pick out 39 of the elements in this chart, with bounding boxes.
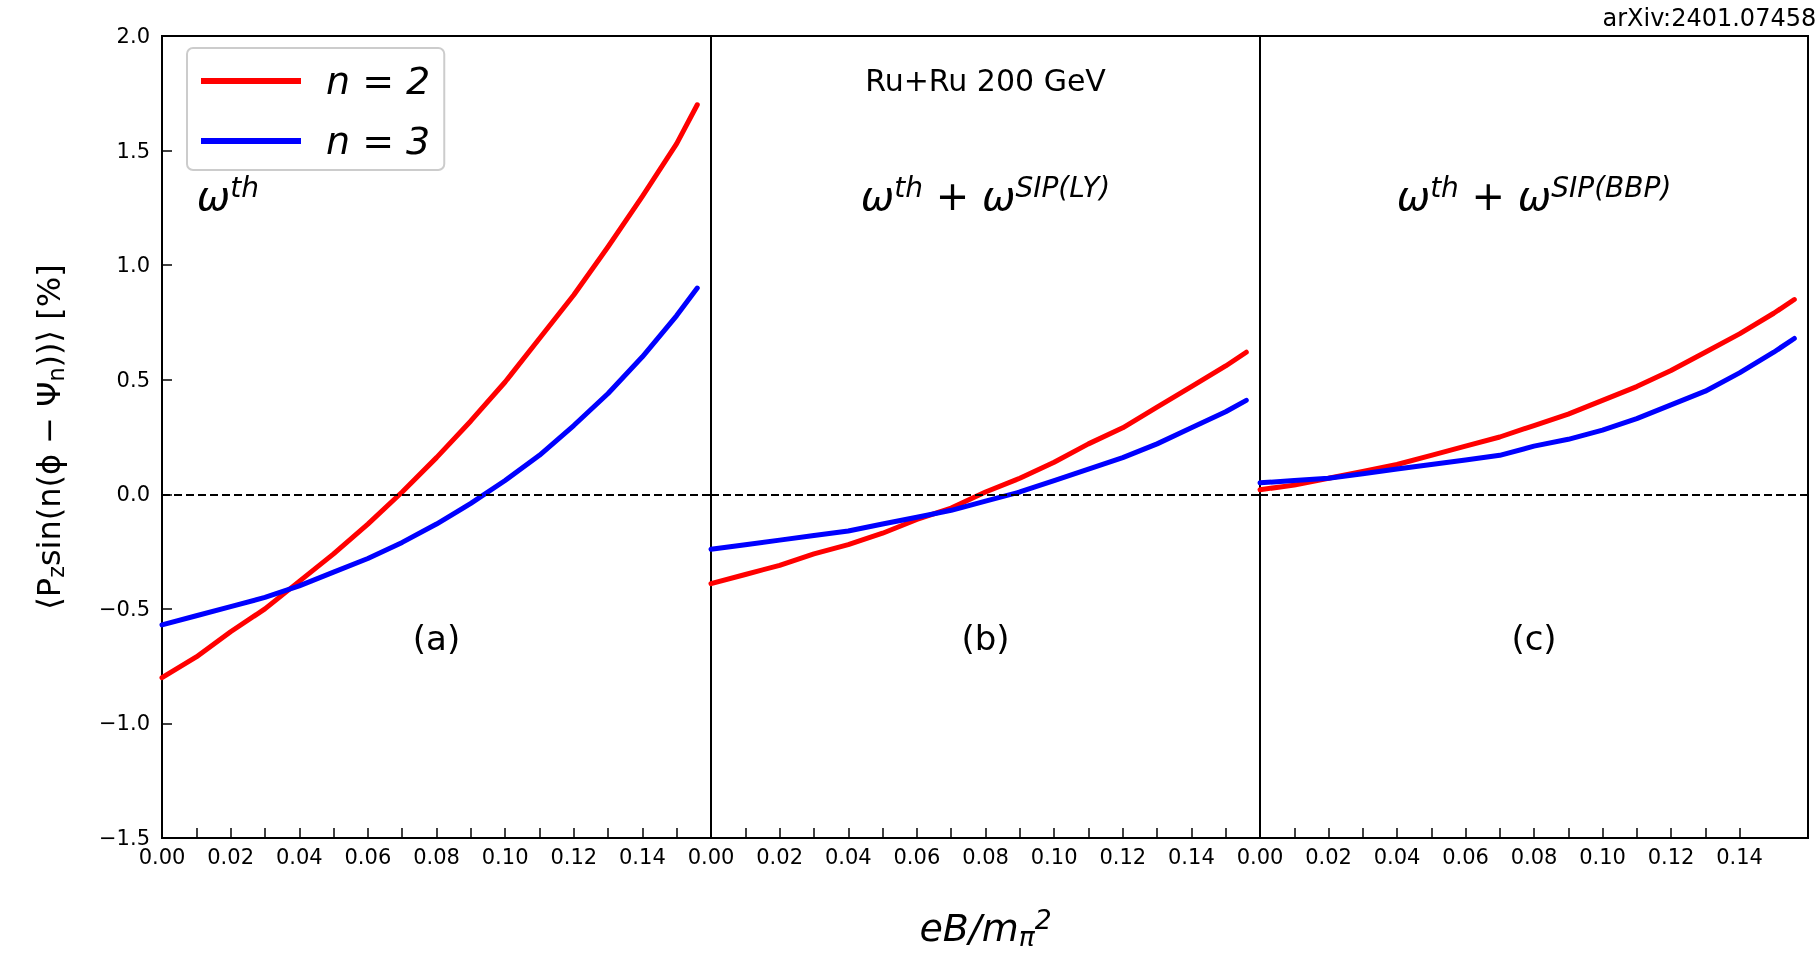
x-tick-label: 0.04: [1373, 844, 1421, 869]
text: arXiv:2401.07458: [1602, 4, 1817, 33]
x-tick-label: 0.08: [413, 844, 460, 869]
x-tick-label: 0.10: [481, 844, 529, 869]
y-tick-label: 2.0: [116, 24, 150, 48]
x-tick-label: 0.12: [1099, 844, 1147, 869]
annotation: (c): [1511, 617, 1557, 658]
y-tick-label: 1.0: [116, 253, 150, 278]
y-tick-label: 0.5: [116, 367, 150, 392]
x-tick-label: 0.00: [138, 844, 186, 869]
x-tick-label: 0.04: [824, 844, 872, 869]
annotation: (a): [412, 617, 461, 658]
x-tick-label: 0.00: [1236, 844, 1284, 869]
x-tick-label: 0.02: [207, 844, 255, 869]
x-tick-label: 0.10: [1030, 844, 1078, 869]
y-axis-title: ⟨Pzsin(n(ϕ − Ψn))⟩ [%]: [29, 264, 69, 610]
x-tick-label: 0.12: [550, 844, 598, 869]
x-tick-label: 0.14: [618, 844, 666, 869]
y-tick-label: 0.0: [116, 482, 150, 507]
x-tick-label: 0.04: [275, 844, 323, 869]
x-tick-label: 0.10: [1579, 844, 1626, 869]
y-tick-label: 1.5: [116, 138, 150, 163]
x-tick-label: 0.02: [1305, 844, 1352, 869]
x-tick-label: 0.02: [756, 844, 804, 869]
x-tick-label: 0.12: [1647, 844, 1695, 869]
legend-label: n = 3: [326, 119, 431, 163]
x-tick-label: 0.08: [1510, 844, 1558, 869]
x-tick-label: 0.14: [1167, 844, 1215, 869]
y-tick-label: −1.0: [99, 711, 150, 736]
x-tick-label: 0.06: [893, 844, 941, 869]
annotation: Ru+Ru 200 GeV: [865, 62, 1107, 98]
legend-label: n = 2: [326, 59, 431, 103]
annotation: (b): [961, 617, 1010, 658]
x-tick-label: 0.08: [962, 844, 1009, 869]
x-tick-label: 0.00: [687, 844, 735, 869]
x-tick-label: 0.06: [1442, 844, 1489, 869]
x-tick-label: 0.14: [1716, 844, 1763, 869]
x-tick-label: 0.06: [344, 844, 392, 869]
y-tick-label: −0.5: [99, 596, 150, 621]
